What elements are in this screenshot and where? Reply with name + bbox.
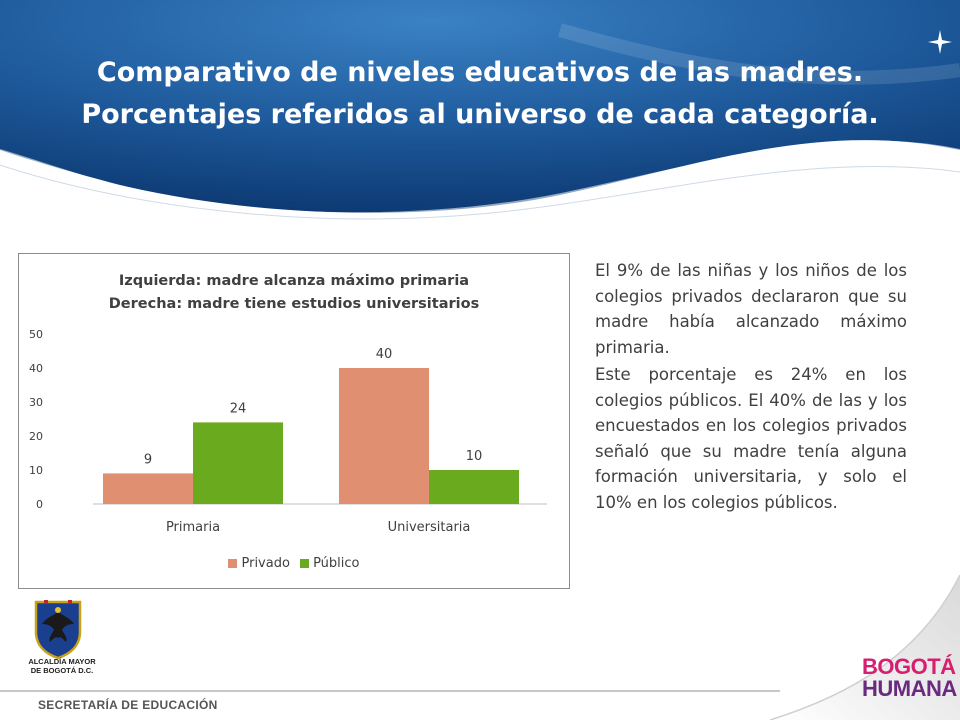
data-label: 9 — [144, 452, 152, 467]
logo-line1: BOGOTÁ — [862, 654, 956, 679]
chart-container: 0 10 20 30 40 50 9 24 Primaria 40 10 Universitaria … — [18, 253, 570, 589]
secretaria-label: SECRETARÍA DE EDUCACIÓN — [38, 698, 218, 712]
alcaldia-line1: ALCALDÍA MAYOR — [28, 657, 96, 666]
y-tick-label: 50 — [29, 328, 43, 341]
x-tick-label: Universitaria — [388, 520, 471, 535]
bar-privado-primaria — [103, 473, 193, 504]
page-curl-decoration — [770, 575, 960, 720]
legend-swatch-publico — [300, 559, 310, 568]
bar-privado-universitaria — [339, 368, 429, 504]
legend-swatch-privado — [228, 559, 238, 568]
alcaldia-line2: DE BOGOTÁ D.C. — [30, 666, 94, 675]
footer-divider — [0, 690, 780, 692]
slide-title: Comparativo de niveles educativos de las… — [0, 52, 960, 136]
chart-title: Izquierda: madre alcanza máximo primaria… — [19, 270, 569, 316]
chart-title-line2: Derecha: madre tiene estudios universita… — [108, 296, 480, 312]
alcaldia-label: ALCALDÍA MAYOR DE BOGOTÁ D.C. — [22, 657, 102, 675]
explanation-paragraph-2: Este porcentaje es 24% en los colegios p… — [595, 365, 907, 512]
y-tick-label: 10 — [29, 464, 43, 477]
star-icon — [928, 30, 952, 54]
bogota-humana-logo: BOGOTÁ HUMANA — [862, 654, 957, 701]
slide-title-line2: Porcentajes referidos al universo de cad… — [81, 99, 879, 130]
explanation-text: El 9% de las niñas y los niños de los co… — [595, 258, 907, 517]
bar-chart: 0 10 20 30 40 50 9 24 Primaria 40 10 Universitaria — [29, 328, 547, 535]
coat-of-arms-icon — [34, 600, 82, 660]
chart-legend: Privado Público — [19, 556, 569, 572]
y-tick-label: 40 — [29, 362, 43, 375]
data-label: 40 — [376, 347, 393, 362]
x-tick-label: Primaria — [166, 520, 220, 535]
y-tick-label: 20 — [29, 430, 43, 443]
y-tick-label: 30 — [29, 396, 43, 409]
legend-label-publico: Público — [313, 556, 360, 571]
data-label: 24 — [230, 401, 247, 416]
legend-item-publico: Público — [300, 556, 360, 571]
logo-line2: HUMANA — [862, 676, 957, 701]
bar-publico-primaria — [193, 422, 283, 504]
y-tick-label: 0 — [36, 498, 43, 511]
legend-label-privado: Privado — [241, 556, 290, 571]
slide-title-line1: Comparativo de niveles educativos de las… — [96, 57, 864, 88]
explanation-paragraph-1: El 9% de las niñas y los niños de los co… — [595, 261, 907, 357]
data-label: 10 — [466, 449, 483, 464]
bar-publico-universitaria — [429, 470, 519, 504]
header-background — [0, 0, 960, 230]
legend-item-privado: Privado — [228, 556, 290, 571]
chart-title-line1: Izquierda: madre alcanza máximo primaria — [118, 273, 470, 289]
